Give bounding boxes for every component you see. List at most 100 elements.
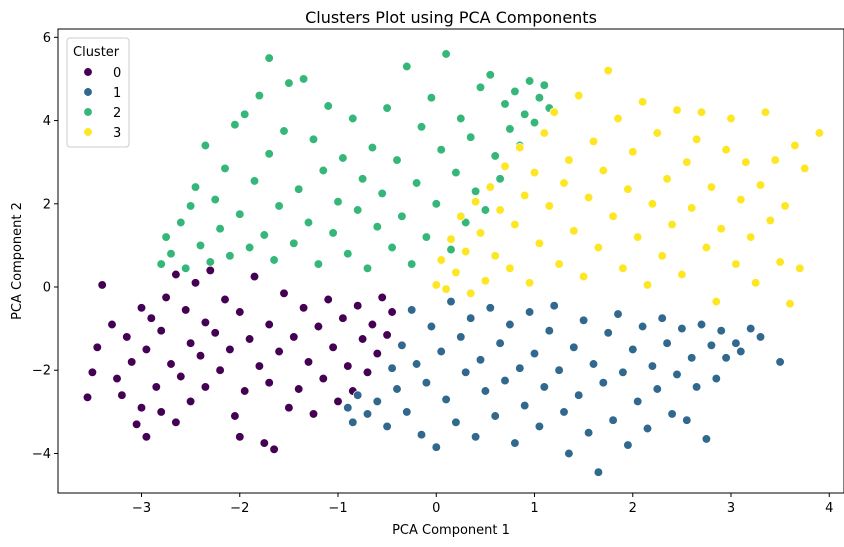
point-cluster-1-65 [677, 323, 687, 334]
point-cluster-1-34 [524, 307, 535, 317]
point-cluster-2-59 [446, 244, 456, 255]
point-cluster-2-64 [470, 186, 481, 196]
point-cluster-3-5 [456, 211, 466, 221]
point-cluster-1-5 [382, 421, 392, 432]
point-cluster-1-75 [731, 338, 741, 348]
point-cluster-2-47 [387, 242, 397, 253]
point-cluster-3-2 [441, 284, 451, 294]
point-cluster-2-58 [441, 49, 451, 59]
point-cluster-3-28 [569, 226, 579, 236]
point-cluster-1-31 [510, 438, 520, 448]
point-cluster-3-21 [534, 238, 545, 248]
point-cluster-2-4 [181, 263, 191, 273]
point-cluster-1-3 [362, 409, 373, 419]
point-cluster-0-21 [171, 269, 181, 280]
point-cluster-3-54 [696, 107, 707, 117]
y-axis-label: PCA Component 2 [10, 202, 25, 320]
x-axis-label: PCA Component 1 [392, 523, 510, 538]
point-cluster-0-18 [161, 292, 171, 303]
point-cluster-2-74 [520, 109, 530, 119]
point-cluster-0-65 [367, 319, 378, 330]
point-cluster-1-62 [662, 338, 672, 348]
point-cluster-1-54 [623, 440, 633, 450]
point-cluster-0-31 [210, 328, 220, 338]
point-cluster-1-21 [461, 367, 471, 377]
point-cluster-1-63 [667, 409, 677, 419]
point-cluster-0-54 [313, 321, 324, 332]
point-cluster-1-9 [402, 407, 412, 417]
point-cluster-1-77 [746, 323, 756, 334]
point-cluster-2-67 [485, 70, 495, 80]
legend: Cluster 0 1 2 3 [66, 37, 130, 148]
point-cluster-3-12 [490, 251, 500, 261]
point-cluster-0-46 [274, 346, 284, 357]
x-axis: −3 −2 −1 0 1 2 3 4 [132, 493, 833, 516]
legend-box [66, 37, 130, 148]
point-cluster-2-30 [303, 217, 314, 228]
point-cluster-0-60 [343, 361, 353, 371]
point-cluster-1-61 [657, 313, 667, 323]
point-cluster-3-59 [721, 145, 731, 155]
point-cluster-0-55 [318, 373, 328, 384]
point-cluster-1-26 [485, 303, 495, 313]
point-cluster-2-8 [200, 140, 211, 151]
point-cluster-1-43 [569, 342, 579, 352]
point-cluster-3-30 [578, 271, 589, 282]
point-cluster-2-54 [421, 232, 432, 242]
point-cluster-0-17 [156, 407, 166, 417]
point-cluster-1-24 [475, 355, 486, 365]
point-cluster-2-44 [372, 222, 382, 232]
point-cluster-0-19 [166, 359, 176, 369]
point-cluster-2-35 [328, 228, 338, 238]
point-cluster-2-12 [220, 163, 230, 174]
y-tick-label: 2 [43, 197, 51, 212]
legend-title: Cluster [73, 45, 120, 60]
point-cluster-1-23 [470, 432, 481, 442]
y-tick-label: 0 [43, 281, 51, 296]
point-cluster-2-16 [240, 109, 250, 119]
point-cluster-0-12 [141, 432, 152, 442]
point-cluster-3-10 [480, 276, 491, 286]
point-cluster-3-18 [520, 190, 530, 201]
point-cluster-3-37 [613, 113, 623, 124]
point-cluster-1-29 [500, 375, 510, 386]
point-cluster-1-30 [505, 319, 515, 330]
point-cluster-1-25 [480, 386, 491, 396]
point-cluster-2-60 [451, 167, 461, 178]
point-cluster-0-45 [269, 444, 279, 454]
legend-label-0: 0 [113, 66, 121, 81]
point-cluster-0-2 [92, 342, 102, 352]
point-cluster-3-25 [554, 259, 564, 269]
point-cluster-2-78 [539, 80, 549, 90]
point-cluster-0-59 [338, 313, 348, 323]
point-cluster-3-0 [431, 280, 441, 290]
point-cluster-1-53 [618, 367, 628, 377]
point-cluster-3-68 [765, 215, 775, 226]
point-cluster-0-62 [353, 301, 363, 311]
point-cluster-3-61 [731, 259, 741, 269]
point-cluster-1-66 [682, 415, 692, 425]
point-cluster-2-31 [308, 134, 319, 144]
point-cluster-0-25 [185, 396, 196, 407]
legend-marker-1 [83, 87, 93, 97]
point-cluster-2-33 [318, 165, 328, 176]
point-cluster-2-70 [500, 99, 510, 109]
point-cluster-3-51 [682, 157, 692, 167]
point-cluster-0-9 [131, 419, 142, 429]
point-cluster-0-15 [151, 382, 161, 392]
point-cluster-2-69 [495, 174, 505, 184]
point-cluster-3-65 [750, 278, 761, 288]
point-cluster-3-24 [549, 107, 559, 117]
point-cluster-0-57 [328, 342, 338, 352]
point-cluster-3-17 [515, 142, 525, 153]
point-cluster-1-49 [598, 378, 608, 388]
point-cluster-1-22 [466, 313, 476, 323]
point-cluster-1-68 [691, 382, 702, 392]
point-cluster-2-2 [166, 249, 176, 259]
point-cluster-2-34 [323, 101, 333, 111]
point-cluster-2-32 [313, 259, 324, 269]
point-cluster-0-64 [362, 367, 373, 377]
point-cluster-1-70 [701, 434, 712, 444]
point-cluster-1-67 [687, 353, 697, 363]
point-cluster-3-70 [775, 257, 785, 267]
